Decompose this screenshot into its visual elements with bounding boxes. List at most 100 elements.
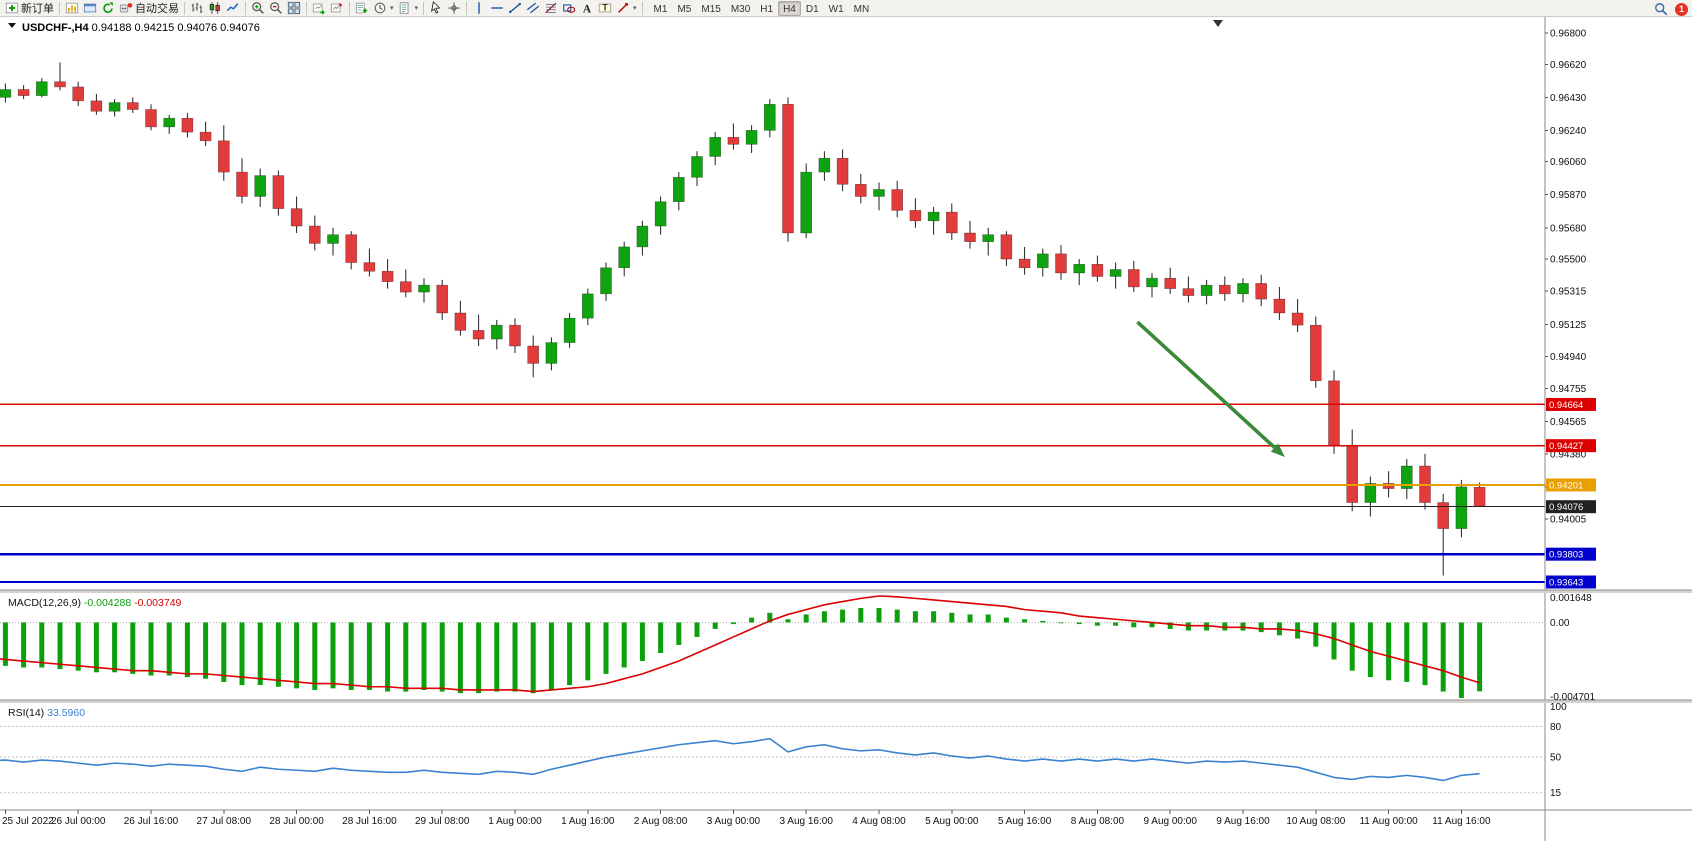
auto-scroll-button[interactable] [310, 0, 328, 16]
macd-axis-label: -0.004701 [1550, 692, 1595, 703]
macd-bar [694, 622, 700, 637]
candle-body [581, 293, 594, 319]
timeframe-m5[interactable]: M5 [677, 3, 692, 15]
candle-body [1364, 483, 1377, 503]
trendline-button[interactable] [506, 0, 524, 16]
timeframe-h4[interactable]: H4 [778, 0, 801, 16]
time-axis[interactable] [0, 810, 1692, 841]
chart-canvas[interactable]: USDCHF-,H4 0.94188 0.94215 0.94076 0.940… [0, 17, 1692, 841]
price-axis-label: 0.95680 [1550, 223, 1587, 234]
bar-chart-button[interactable] [188, 0, 206, 16]
macd-bar [1331, 622, 1337, 660]
candle-body [745, 130, 758, 145]
text-button[interactable]: A [578, 0, 596, 16]
macd-pane[interactable] [0, 593, 1545, 700]
macd-bar [239, 622, 245, 686]
trend-arrow-annotation[interactable] [1136, 320, 1285, 457]
new-order-button-label: 新订单 [21, 3, 54, 15]
periods-button[interactable]: ▾ [371, 0, 396, 16]
candle-body [163, 117, 175, 128]
macd-bar [858, 608, 864, 623]
timeframe-m30[interactable]: M30 [730, 3, 751, 15]
price-axis-label: 0.95870 [1550, 190, 1587, 201]
macd-bar [366, 622, 372, 690]
macd-bar [767, 612, 773, 623]
price-axis-label: 0.94380 [1550, 449, 1587, 460]
macd-bar [1349, 622, 1355, 671]
candle-body [873, 189, 885, 197]
new-order-button[interactable]: 新订单 [3, 0, 56, 16]
timeframe-m15[interactable]: M15 [701, 3, 721, 15]
chart-plot-area[interactable] [0, 17, 1545, 590]
notification-badge[interactable]: 1 [1675, 2, 1688, 16]
macd-bar [476, 622, 482, 694]
candle-body [927, 211, 940, 222]
macd-bar [840, 609, 846, 623]
refresh-button[interactable] [99, 0, 117, 16]
templates-button[interactable]: ▾ [396, 0, 421, 16]
macd-bar [130, 622, 136, 674]
price-axis-label: 0.96240 [1550, 126, 1587, 137]
macd-label: MACD(12,26,9) -0.004288 -0.003749 [8, 597, 182, 609]
macd-bar [730, 622, 736, 625]
pane-splitter-2[interactable] [0, 700, 1692, 703]
macd-bar [57, 622, 63, 670]
timeframe-m1[interactable]: M1 [653, 3, 668, 15]
candlestick-chart-button[interactable] [206, 0, 224, 16]
time-axis-label: 1 Aug 00:00 [488, 816, 542, 827]
macd-bar [1058, 622, 1064, 624]
macd-bar [1477, 622, 1483, 692]
dropdown-arrow-icon[interactable]: ▾ [390, 5, 394, 12]
horizontal-line-button[interactable] [488, 0, 506, 16]
rsi-axis-label: 80 [1550, 722, 1562, 733]
candle-body [1473, 486, 1486, 508]
line-chart-button[interactable] [224, 0, 242, 16]
vertical-line-button[interactable] [470, 0, 488, 16]
indicators-button[interactable] [353, 0, 371, 16]
zoom-out-button[interactable] [267, 0, 285, 16]
price-tag-label: 0.94076 [1549, 502, 1583, 513]
new-chart-button[interactable] [63, 0, 81, 16]
one-click-trading-toggle[interactable] [8, 23, 16, 28]
search-button[interactable] [1652, 1, 1670, 17]
candle-body [672, 177, 685, 202]
candle-body [1346, 444, 1358, 503]
tile-windows-button[interactable] [285, 0, 303, 16]
timeframe-mn[interactable]: MN [853, 3, 870, 15]
candle-body [1310, 324, 1322, 382]
shapes-button[interactable] [560, 0, 578, 16]
chart-shift-marker[interactable] [1213, 20, 1223, 27]
timeframe-w1[interactable]: W1 [828, 3, 844, 15]
macd-bar [931, 611, 937, 623]
candle-body [1182, 288, 1195, 296]
macd-bar [585, 622, 591, 681]
zoom-in-button[interactable] [249, 0, 267, 16]
macd-bar [1149, 622, 1155, 628]
chart-shift-button[interactable] [328, 0, 346, 16]
fibonacci-button[interactable] [542, 0, 560, 16]
tile-windows-icon [287, 1, 301, 15]
pane-splitter-1[interactable] [0, 590, 1692, 593]
timeframe-h1[interactable]: H1 [760, 3, 774, 15]
text-label-button[interactable]: T [596, 0, 614, 16]
timeframe-d1[interactable]: D1 [805, 3, 819, 15]
macd-bar [1240, 622, 1246, 631]
arrows-button[interactable]: ▾ [614, 0, 639, 16]
crosshair-button[interactable] [445, 0, 463, 16]
autotrading-icon [119, 1, 133, 15]
price-axis[interactable] [1545, 17, 1692, 810]
equidistant-channel-icon [526, 1, 540, 15]
cursor-button[interactable] [427, 0, 445, 16]
price-tag [1546, 547, 1596, 561]
macd-bar [330, 622, 336, 689]
macd-bar [1458, 622, 1464, 698]
price-tag [1546, 439, 1596, 453]
equidistant-channel-button[interactable] [524, 0, 542, 16]
macd-bar [676, 622, 682, 645]
profiles-button[interactable] [81, 0, 99, 16]
dropdown-arrow-icon[interactable]: ▾ [633, 5, 637, 12]
dropdown-arrow-icon[interactable]: ▾ [414, 5, 419, 12]
macd-bar [912, 611, 918, 623]
autotrading-button[interactable]: 自动交易 [117, 0, 181, 16]
